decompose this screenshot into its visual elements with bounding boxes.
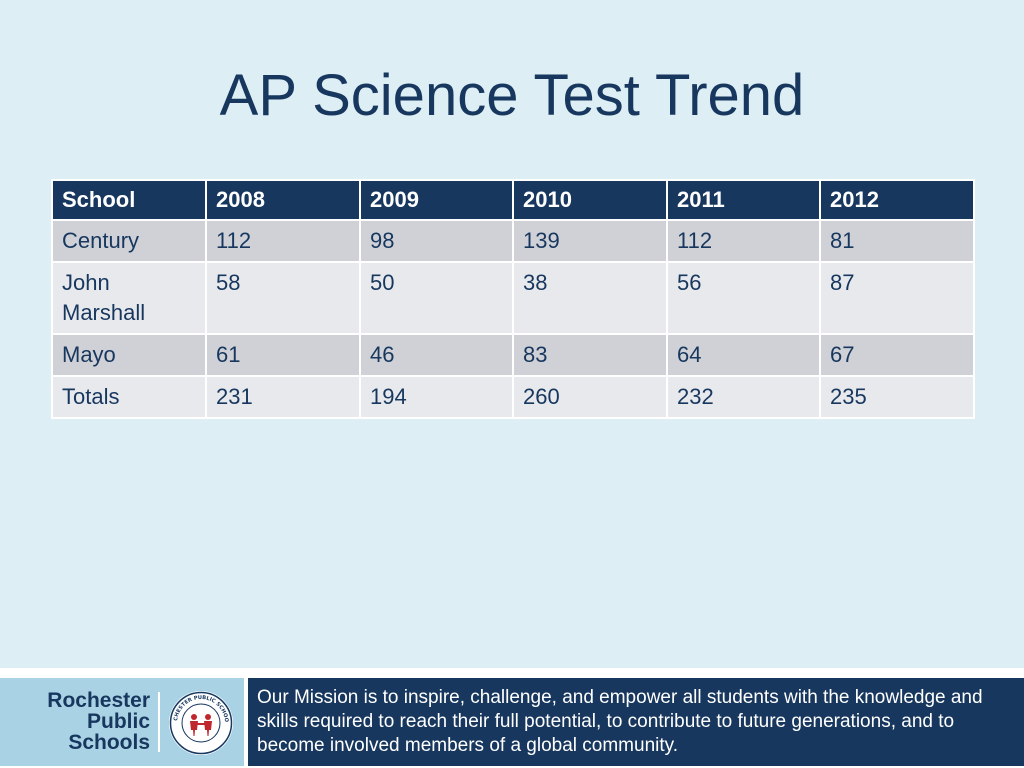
header-cell: School — [51, 179, 207, 221]
district-logo: Rochester Public Schools ROCHESTER PUBLI… — [0, 678, 244, 766]
mission-statement-box: Our Mission is to inspire, challenge, an… — [248, 678, 1024, 766]
value-cell: 61 — [205, 333, 361, 377]
value-cell: 98 — [359, 219, 514, 263]
logo-wordmark: Rochester Public Schools — [14, 690, 150, 753]
table-header-row: School 2008 2009 2010 2011 2012 — [51, 179, 975, 221]
header-cell: 2010 — [512, 179, 668, 221]
value-cell: 87 — [819, 261, 975, 335]
district-seal-icon: ROCHESTER PUBLIC SCHOOLS — [168, 690, 233, 755]
logo-line: Rochester — [47, 689, 150, 712]
value-cell: 232 — [666, 375, 821, 419]
table-row: Century 112 98 139 112 81 — [51, 219, 975, 263]
school-cell: Mayo — [51, 333, 207, 377]
value-cell: 112 — [205, 219, 361, 263]
school-cell: Totals — [51, 375, 207, 419]
value-cell: 38 — [512, 261, 668, 335]
logo-divider — [158, 692, 160, 752]
slide-title: AP Science Test Trend — [219, 63, 805, 128]
value-cell: 46 — [359, 333, 514, 377]
logo-line: Public — [86, 710, 150, 733]
value-cell: 194 — [359, 375, 514, 419]
table-row: Mayo 61 46 83 64 67 — [51, 333, 975, 377]
school-cell: Century — [51, 219, 207, 263]
table-row: John Marshall 58 50 38 56 87 — [51, 261, 975, 335]
value-cell: 139 — [512, 219, 668, 263]
value-cell: 58 — [205, 261, 361, 335]
value-cell: 231 — [205, 375, 361, 419]
value-cell: 260 — [512, 375, 668, 419]
header-cell: 2011 — [666, 179, 821, 221]
header-cell: 2008 — [205, 179, 361, 221]
footer-banner: Rochester Public Schools ROCHESTER PUBLI… — [0, 668, 1024, 768]
value-cell: 64 — [666, 333, 821, 377]
header-cell: 2012 — [819, 179, 975, 221]
table-row-totals: Totals 231 194 260 232 235 — [51, 375, 975, 419]
value-cell: 81 — [819, 219, 975, 263]
value-cell: 83 — [512, 333, 668, 377]
mission-statement: Our Mission is to inspire, challenge, an… — [257, 687, 983, 756]
value-cell: 67 — [819, 333, 975, 377]
ap-science-table: School 2008 2009 2010 2011 2012 Century … — [51, 179, 975, 419]
value-cell: 50 — [359, 261, 514, 335]
value-cell: 56 — [666, 261, 821, 335]
value-cell: 235 — [819, 375, 975, 419]
value-cell: 112 — [666, 219, 821, 263]
header-cell: 2009 — [359, 179, 514, 221]
logo-line: Schools — [68, 731, 150, 754]
school-cell: John Marshall — [51, 261, 207, 335]
